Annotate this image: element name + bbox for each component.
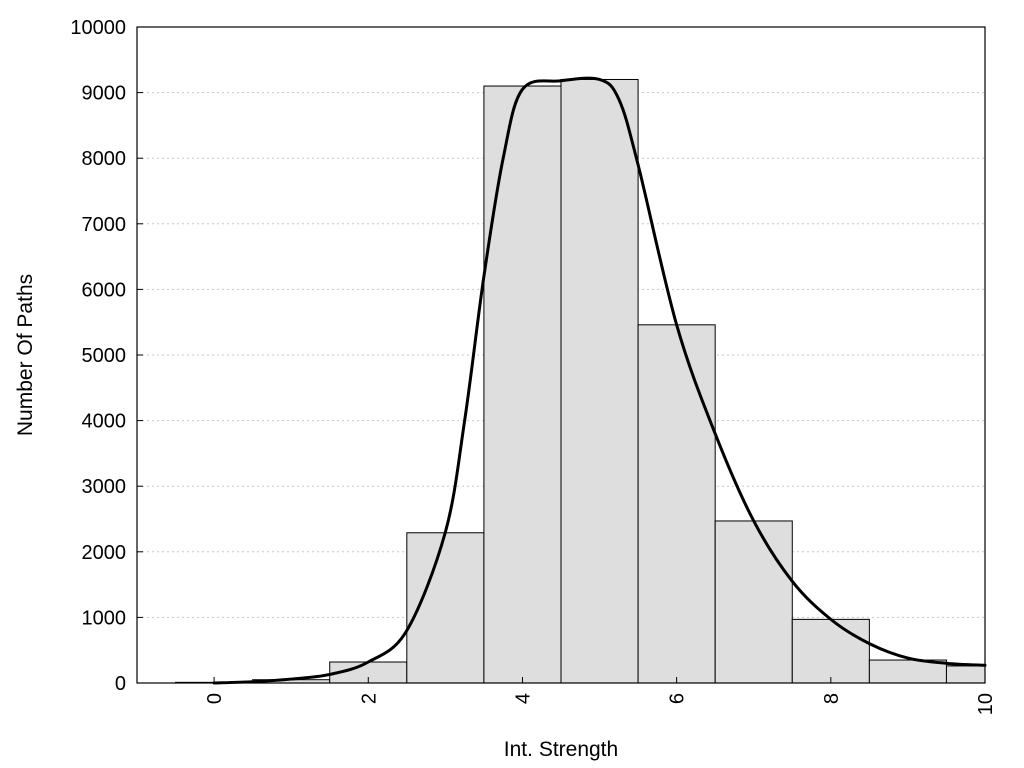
fit-curve xyxy=(212,76,987,685)
x-tick-label-2: 2 xyxy=(358,693,380,704)
bar-x-6 xyxy=(637,324,716,684)
y-tick-label-6000: 6000 xyxy=(82,279,127,301)
axis-ticks: 0100020003000400050006000700080009000100… xyxy=(70,17,997,715)
x-tick-label-4: 4 xyxy=(512,693,534,704)
x-tick-label-10: 10 xyxy=(975,693,997,715)
y-tick-label-1000: 1000 xyxy=(82,607,127,629)
y-tick-label-7000: 7000 xyxy=(82,214,127,236)
y-tick-label-0: 0 xyxy=(115,673,126,695)
bar-x-4 xyxy=(483,85,562,684)
y-tick-label-2000: 2000 xyxy=(82,542,127,564)
fit-curve-layer xyxy=(212,76,987,685)
bar-x-8 xyxy=(791,618,870,684)
x-tick-label-8: 8 xyxy=(821,693,843,704)
y-tick-label-5000: 5000 xyxy=(82,345,127,367)
y-tick-label-3000: 3000 xyxy=(82,476,127,498)
y-tick-label-4000: 4000 xyxy=(82,411,127,433)
bars xyxy=(175,78,986,684)
x-axis-title: Int. Strength xyxy=(504,738,618,761)
y-tick-label-9000: 9000 xyxy=(82,83,127,105)
y-tick-label-8000: 8000 xyxy=(82,148,127,170)
y-axis-title: Number Of Paths xyxy=(14,274,37,436)
bar-x-10 xyxy=(945,665,986,684)
bar-x-5 xyxy=(560,78,639,684)
x-tick-label-6: 6 xyxy=(667,693,689,704)
x-tick-label-0: 0 xyxy=(204,693,226,704)
bar-x-7 xyxy=(714,520,793,684)
y-tick-label-10000: 10000 xyxy=(70,17,126,39)
grid-lines xyxy=(137,92,985,618)
